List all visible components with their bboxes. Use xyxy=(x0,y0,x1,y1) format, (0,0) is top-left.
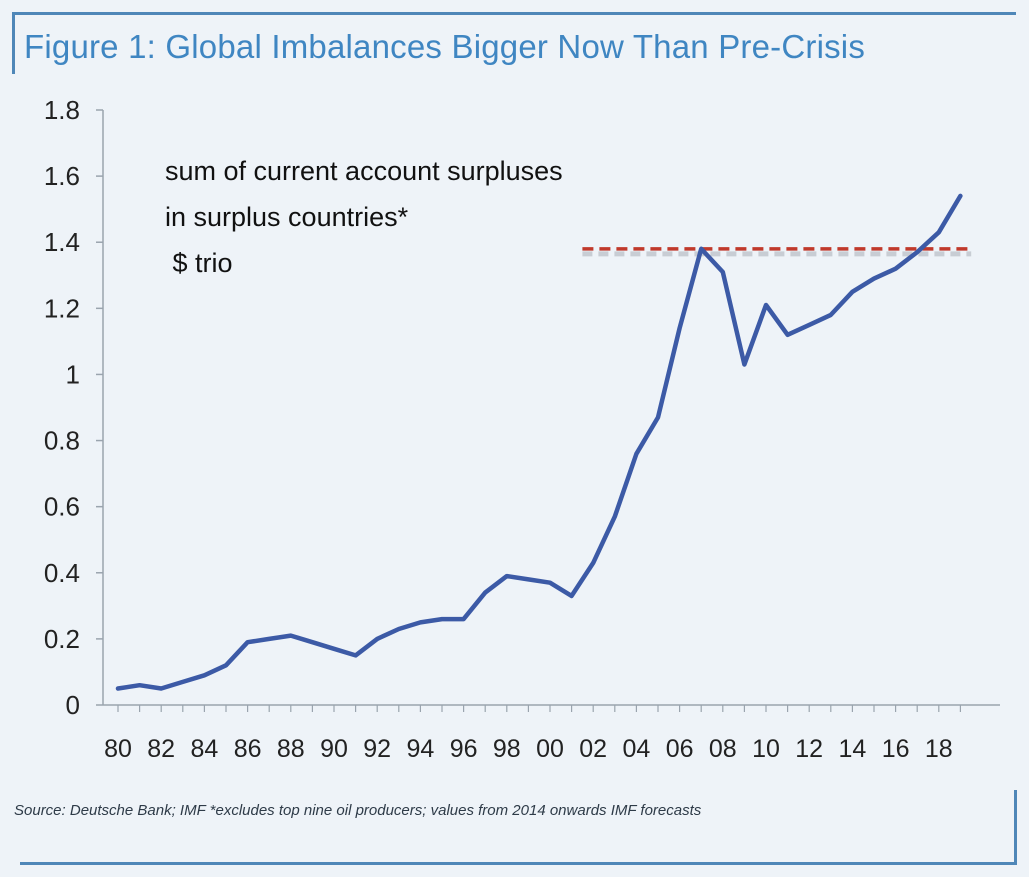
y-tick-label: 1 xyxy=(66,359,80,389)
y-tick-label: 0.4 xyxy=(44,558,80,588)
x-tick-label: 14 xyxy=(838,735,866,763)
y-tick-label: 1.4 xyxy=(44,227,80,257)
x-tick-label: 96 xyxy=(450,735,478,763)
x-tick-label: 16 xyxy=(882,735,910,763)
y-tick-label: 1.6 xyxy=(44,161,80,191)
frame-bottom-border xyxy=(20,862,1017,865)
chart-annotation: sum of current account surpluses in surp… xyxy=(165,148,563,286)
y-tick-label: 0.8 xyxy=(44,426,80,456)
x-tick-label: 98 xyxy=(493,735,521,763)
x-tick-label: 82 xyxy=(147,735,175,763)
x-tick-label: 84 xyxy=(190,735,218,763)
annotation-line-3: $ trio xyxy=(165,248,233,278)
x-tick-label: 80 xyxy=(104,735,132,763)
series-line xyxy=(115,193,963,691)
x-tick-label: 18 xyxy=(925,735,953,763)
y-tick-label: 0.2 xyxy=(44,624,80,654)
x-tick-label: 90 xyxy=(320,735,348,763)
frame-left-border xyxy=(12,12,15,74)
frame-top-border xyxy=(12,12,1016,15)
x-tick-label: 04 xyxy=(622,735,650,763)
source-note: Source: Deutsche Bank; IMF *excludes top… xyxy=(14,802,702,819)
x-tick-label: 08 xyxy=(709,735,737,763)
x-tick-label: 12 xyxy=(795,735,823,763)
x-tick-label: 00 xyxy=(536,735,564,763)
frame-right-border xyxy=(1014,790,1017,865)
y-tick-label: 0 xyxy=(66,690,80,720)
y-tick-label: 1.8 xyxy=(44,95,80,125)
annotation-line-2: in surplus countries* xyxy=(165,202,409,232)
x-tick-label: 10 xyxy=(752,735,780,763)
annotation-line-1: sum of current account surpluses xyxy=(165,156,563,186)
x-tick-label: 92 xyxy=(363,735,391,763)
x-tick-label: 06 xyxy=(666,735,694,763)
x-tick-label: 88 xyxy=(277,735,305,763)
x-tick-label: 94 xyxy=(406,735,434,763)
chart-title: Figure 1: Global Imbalances Bigger Now T… xyxy=(24,28,866,65)
y-tick-label: 1.2 xyxy=(44,293,80,323)
y-tick-label: 0.6 xyxy=(44,492,80,522)
x-tick-label: 02 xyxy=(579,735,607,763)
x-tick-label: 86 xyxy=(234,735,262,763)
